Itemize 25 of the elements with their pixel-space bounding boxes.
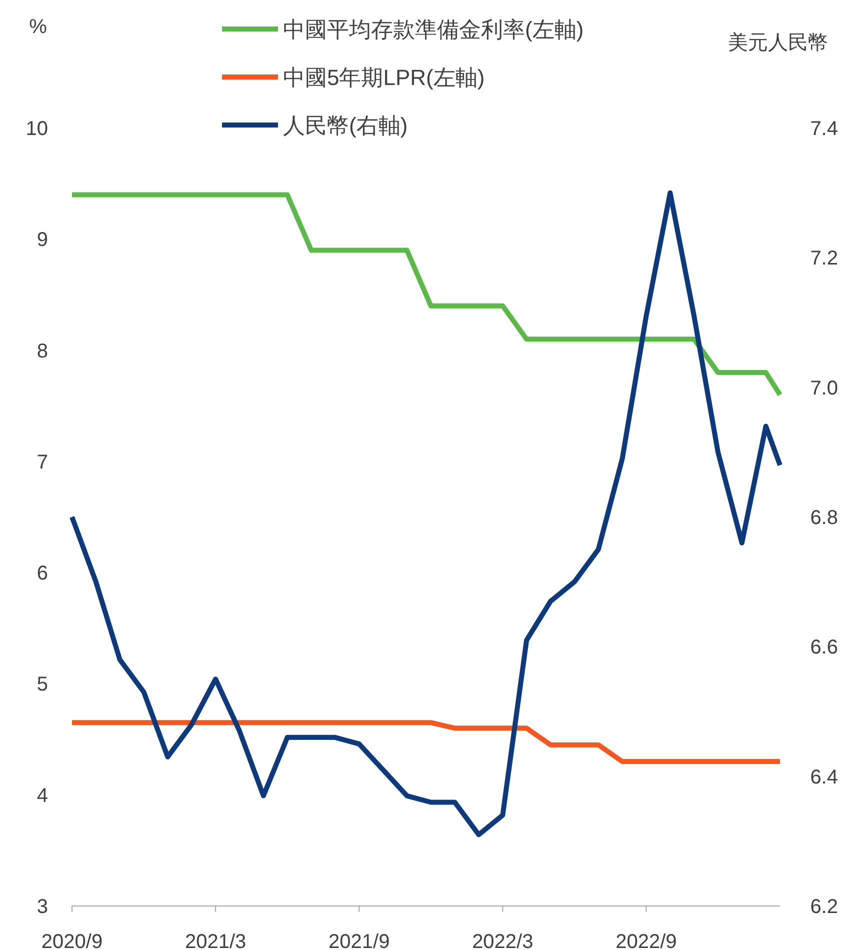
y-tick: 4: [36, 784, 48, 807]
y-tick: 6: [36, 562, 48, 585]
legend-item: 中國5年期LPR(左軸): [283, 65, 485, 90]
x-tick: 2021/9: [328, 931, 390, 950]
y2-tick: 6.2: [810, 896, 838, 918]
y2-tick: 7.4: [810, 118, 838, 140]
y-tick: 3: [36, 896, 48, 918]
ylabel: %: [29, 16, 47, 38]
x-tick: 2022/9: [616, 931, 677, 950]
x-tick: 2022/3: [472, 931, 534, 950]
y-tick: 10: [26, 118, 48, 140]
legend-item: 人民幣(右軸): [283, 113, 408, 138]
y2-tick: 6.8: [810, 507, 838, 529]
y-tick: 8: [36, 340, 48, 362]
x-tick: 2021/3: [184, 931, 246, 950]
y2-tick: 6.4: [810, 766, 838, 788]
y2label: 美元人民幣: [728, 32, 828, 54]
y2-tick: 7.2: [810, 248, 838, 270]
y-tick: 5: [36, 674, 48, 696]
legend-item: 中國平均存款準備金利率(左軸): [283, 17, 584, 42]
y2-tick: 6.6: [810, 636, 838, 659]
y2-tick: 7.0: [810, 377, 838, 400]
x-tick: 2020/9: [41, 931, 103, 950]
y-tick: 7: [36, 451, 48, 474]
y-tick: 9: [36, 229, 48, 252]
